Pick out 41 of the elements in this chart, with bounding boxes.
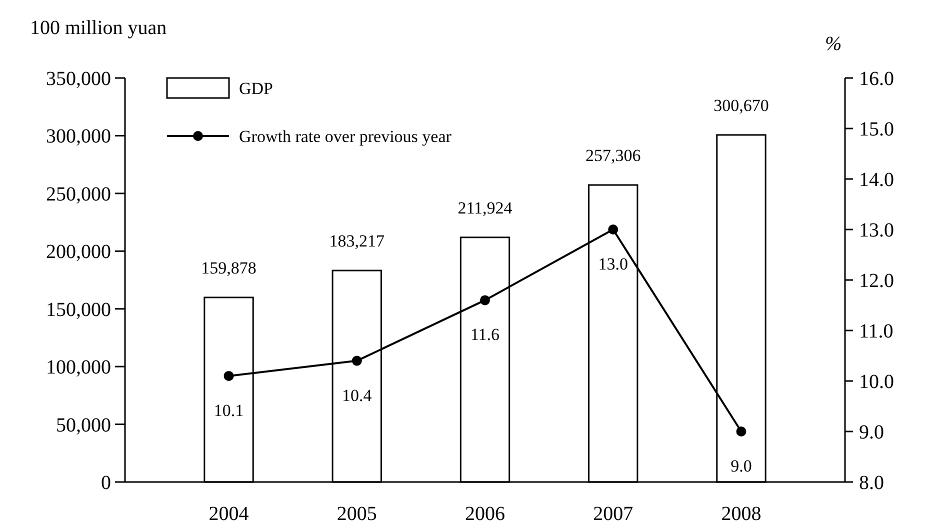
x-tick-label: 2006	[465, 503, 505, 525]
data-label: 10.4	[342, 386, 372, 405]
y-tick-label: 50,000	[56, 414, 111, 436]
y-tick-label: 0	[101, 472, 111, 494]
y2-tick-label: 12.0	[859, 270, 894, 292]
x-tick-label: 2005	[336, 503, 377, 525]
y-tick-label: 100,000	[46, 356, 111, 379]
point	[608, 224, 618, 234]
data-label: 183,217	[329, 232, 386, 251]
y-tick-label: 150,000	[46, 298, 111, 321]
y2-tick-label: 14.0	[859, 169, 894, 191]
y2-tick-label: 15.0	[859, 118, 894, 140]
y2-tick-label: 16.0	[859, 68, 894, 90]
data-label: 9.0	[730, 456, 752, 476]
point	[480, 295, 490, 306]
y2-tick-label: 9.0	[859, 422, 884, 444]
y2-axis-title: %	[825, 33, 842, 55]
y-tick-label: 200,000	[46, 241, 111, 264]
data-label: 211,924	[458, 198, 513, 218]
y2-tick-label: 11.0	[859, 320, 894, 342]
data-label: 13.0	[598, 254, 628, 274]
x-tick-label: 2007	[593, 503, 634, 525]
y2-tick-label: 8.0	[859, 472, 884, 494]
legend-label: GDP	[239, 78, 274, 98]
legend-label: Growth rate over previous year	[239, 126, 452, 146]
y-tick-label: 250,000	[46, 183, 111, 206]
y-axis-title: 100 million yuan	[30, 17, 167, 39]
data-label: 10.1	[214, 400, 244, 420]
point	[736, 426, 746, 436]
point	[352, 356, 362, 366]
x-tick-label: 2004	[208, 503, 249, 525]
data-label: 159,878	[201, 258, 256, 278]
y-tick-label: 350,000	[46, 68, 111, 90]
y2-tick-label: 13.0	[859, 220, 894, 242]
point	[224, 370, 234, 381]
y2-tick-label: 10.0	[859, 371, 894, 393]
data-label: 11.6	[470, 325, 500, 344]
data-label: 300,670	[714, 96, 769, 115]
y-tick-label: 300,000	[46, 126, 111, 148]
data-label: 257,306	[585, 146, 641, 165]
x-tick-label: 2008	[721, 503, 762, 525]
